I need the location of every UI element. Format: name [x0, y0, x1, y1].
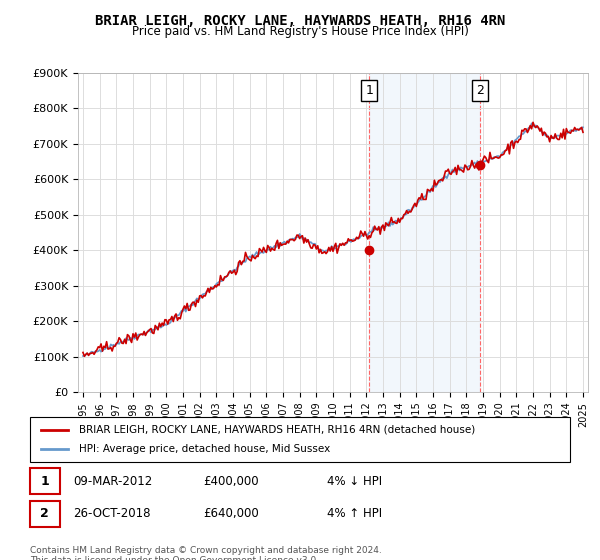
Text: 4% ↓ HPI: 4% ↓ HPI — [327, 475, 382, 488]
Text: 2: 2 — [40, 507, 49, 520]
Text: 09-MAR-2012: 09-MAR-2012 — [73, 475, 152, 488]
Text: 1: 1 — [365, 84, 373, 97]
Text: Price paid vs. HM Land Registry's House Price Index (HPI): Price paid vs. HM Land Registry's House … — [131, 25, 469, 38]
FancyBboxPatch shape — [30, 501, 60, 526]
FancyBboxPatch shape — [30, 417, 570, 462]
Text: BRIAR LEIGH, ROCKY LANE, HAYWARDS HEATH, RH16 4RN (detached house): BRIAR LEIGH, ROCKY LANE, HAYWARDS HEATH,… — [79, 424, 475, 435]
Text: 26-OCT-2018: 26-OCT-2018 — [73, 507, 151, 520]
Bar — [369, 73, 480, 392]
Text: Contains HM Land Registry data © Crown copyright and database right 2024.
This d: Contains HM Land Registry data © Crown c… — [30, 546, 382, 560]
Text: 2: 2 — [476, 84, 484, 97]
FancyBboxPatch shape — [30, 468, 60, 494]
Text: £640,000: £640,000 — [203, 507, 259, 520]
Text: 4% ↑ HPI: 4% ↑ HPI — [327, 507, 382, 520]
Text: £400,000: £400,000 — [203, 475, 259, 488]
Text: HPI: Average price, detached house, Mid Sussex: HPI: Average price, detached house, Mid … — [79, 445, 330, 455]
Text: 1: 1 — [40, 475, 49, 488]
Text: BRIAR LEIGH, ROCKY LANE, HAYWARDS HEATH, RH16 4RN: BRIAR LEIGH, ROCKY LANE, HAYWARDS HEATH,… — [95, 14, 505, 28]
